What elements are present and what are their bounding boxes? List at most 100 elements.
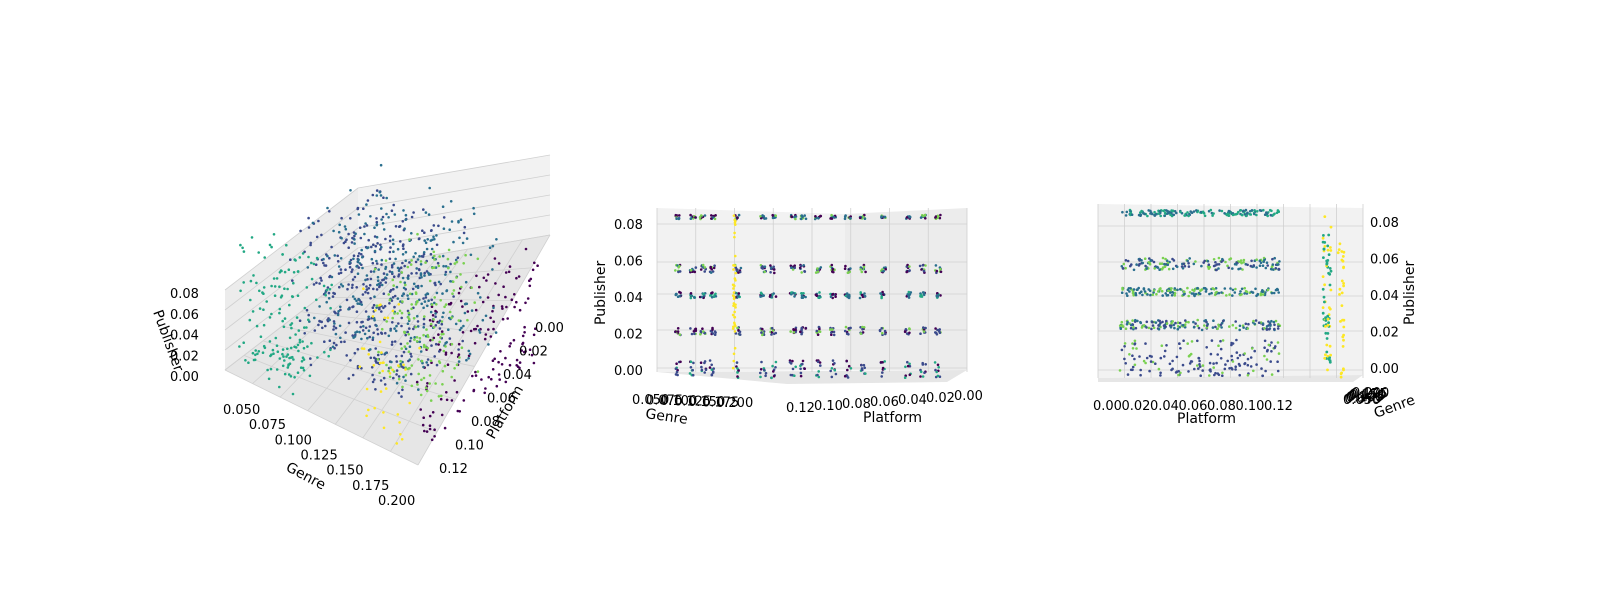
data-point [432, 224, 436, 227]
data-point [1132, 327, 1135, 331]
data-point [412, 211, 415, 214]
data-point [309, 243, 312, 247]
data-point [693, 270, 697, 274]
data-point [1227, 212, 1230, 216]
data-point [698, 216, 702, 219]
data-point [375, 235, 379, 239]
data-point [1214, 268, 1218, 272]
data-point [309, 241, 313, 245]
data-point [1212, 362, 1215, 365]
data-point [1205, 324, 1209, 327]
data-point [447, 316, 451, 320]
data-point [388, 239, 392, 243]
data-point [803, 270, 807, 273]
data-point [1276, 263, 1279, 267]
data-point [410, 272, 413, 275]
data-point [799, 364, 802, 368]
data-point [1142, 359, 1146, 363]
data-point [1158, 209, 1162, 213]
data-point [501, 307, 504, 310]
data-point [385, 273, 389, 276]
data-point [1325, 343, 1329, 347]
data-point [832, 215, 836, 219]
data-point [361, 266, 364, 270]
data-point [423, 231, 426, 234]
data-point [804, 217, 808, 221]
data-point [267, 377, 271, 381]
data-point [924, 264, 927, 267]
data-point [1239, 209, 1243, 212]
data-point [433, 435, 436, 438]
data-point [347, 377, 351, 380]
data-point [486, 296, 490, 299]
data-point [736, 371, 739, 374]
data-point [772, 292, 775, 295]
data-point [347, 283, 350, 286]
data-point [403, 330, 406, 334]
data-point [1242, 326, 1245, 329]
data-point [1270, 350, 1273, 353]
data-point [421, 361, 424, 365]
data-point [367, 315, 371, 319]
data-point [476, 324, 479, 328]
publisher-tick-label: 0.04 [170, 329, 199, 344]
data-point [410, 303, 414, 306]
data-point [1158, 262, 1162, 266]
data-point [384, 276, 387, 280]
data-point [439, 299, 443, 302]
data-point [710, 214, 713, 217]
data-point [1324, 319, 1328, 322]
data-point [1186, 286, 1189, 290]
data-point [477, 328, 481, 332]
data-point [353, 234, 356, 238]
data-point [273, 285, 277, 288]
data-point [445, 391, 448, 394]
data-point [380, 332, 384, 335]
data-point [332, 229, 335, 233]
data-point [1243, 362, 1246, 366]
data-point [314, 263, 318, 267]
data-point [419, 260, 423, 263]
data-point [675, 217, 678, 220]
data-point [418, 298, 421, 302]
data-point [481, 300, 485, 304]
data-point [1166, 263, 1170, 267]
data-point [882, 293, 885, 296]
data-point [374, 357, 378, 361]
data-point [382, 426, 386, 430]
data-point [388, 375, 392, 379]
data-point [800, 292, 803, 295]
data-point [694, 266, 698, 269]
data-point [774, 295, 778, 298]
data-point [406, 330, 410, 334]
data-point [432, 250, 436, 254]
platform-tick-label: 0.10 [814, 399, 843, 414]
data-point [1340, 279, 1344, 283]
data-point [513, 305, 516, 309]
data-point [1148, 257, 1151, 260]
data-point [845, 359, 848, 363]
data-point [792, 331, 796, 334]
data-point [1243, 286, 1246, 290]
data-point [815, 329, 819, 333]
data-point [689, 292, 693, 295]
data-point [450, 342, 454, 346]
data-point [422, 252, 426, 256]
data-point [1233, 262, 1237, 266]
data-point [315, 281, 318, 285]
data-point [384, 259, 388, 262]
data-point [703, 266, 707, 269]
data-point [345, 354, 349, 357]
data-point [1231, 288, 1235, 292]
data-point [329, 348, 332, 352]
data-point [474, 374, 478, 377]
data-point [1125, 292, 1128, 295]
data-point [694, 216, 697, 219]
data-point [408, 358, 412, 362]
data-point [397, 303, 401, 306]
data-point [1322, 295, 1326, 299]
data-point [440, 333, 444, 336]
data-point [1243, 352, 1246, 355]
data-point [1123, 345, 1126, 348]
data-point [327, 297, 331, 300]
